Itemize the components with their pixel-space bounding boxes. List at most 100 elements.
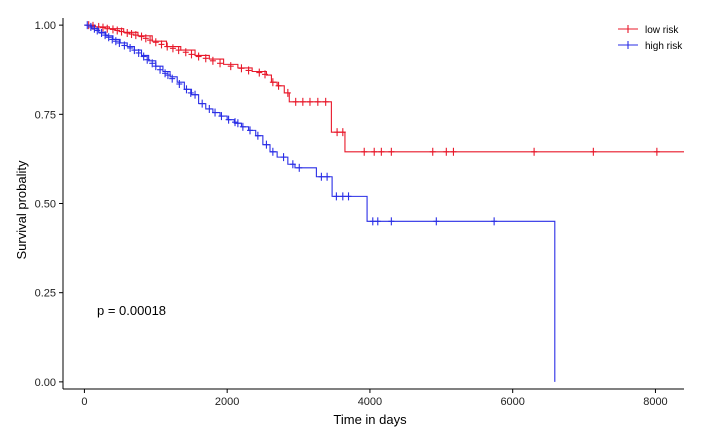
censor-mark-low-risk [361, 147, 368, 156]
censor-mark-low-risk [175, 46, 182, 55]
censor-mark-high-risk [157, 65, 164, 74]
y-tick-label: 0.25 [35, 288, 56, 300]
series-layer [84, 21, 684, 382]
censor-mark-high-risk [144, 55, 151, 64]
censor-mark-high-risk [131, 46, 138, 55]
y-tick-label: 0.50 [35, 199, 56, 211]
censor-mark-low-risk [262, 70, 269, 79]
x-tick-label: 2000 [215, 396, 239, 408]
censor-mark-low-risk [99, 23, 106, 32]
series-line-low-risk [84, 24, 684, 153]
censor-mark-high-risk [324, 172, 331, 181]
censor-mark-low-risk [269, 78, 276, 87]
censor-mark-high-risk [212, 108, 219, 117]
censor-mark-high-risk [234, 119, 241, 128]
censor-mark-low-risk [653, 147, 660, 156]
censor-mark-low-risk [306, 97, 313, 106]
censor-mark-high-risk [140, 52, 147, 61]
censor-mark-high-risk [206, 104, 213, 113]
censor-mark-high-risk [199, 99, 206, 108]
y-tick-label: 0.00 [35, 377, 56, 389]
censor-mark-high-risk [176, 79, 183, 88]
censor-mark-low-risk [322, 97, 329, 106]
x-tick-label: 0 [81, 396, 87, 408]
censor-mark-low-risk [531, 147, 538, 156]
x-tick-label: 4000 [358, 396, 382, 408]
x-tick-label: 8000 [643, 396, 667, 408]
censor-mark-low-risk [245, 66, 252, 75]
censor-mark-high-risk [345, 192, 352, 201]
censor-mark-low-risk [334, 128, 341, 137]
censor-mark-high-risk [164, 71, 171, 80]
censor-mark-low-risk [147, 36, 154, 45]
series-line-high-risk [84, 24, 556, 382]
censor-mark-low-risk [164, 42, 171, 51]
censor-mark-high-risk [121, 41, 128, 50]
censor-mark-high-risk [127, 43, 134, 52]
censor-mark-high-risk [239, 122, 246, 131]
censor-mark-high-risk [162, 69, 169, 78]
censor-mark-high-risk [112, 37, 119, 46]
censor-mark-high-risk [225, 115, 232, 124]
censor-mark-high-risk [105, 33, 112, 42]
y-tick-label: 1.00 [35, 20, 56, 32]
legend-item-low-risk: low risk [618, 25, 679, 36]
censor-mark-high-risk [94, 26, 101, 35]
censor-mark-high-risk [280, 153, 287, 162]
legend: low risk high risk [618, 25, 683, 52]
censor-mark-high-risk [91, 24, 98, 33]
censor-mark-high-risk [254, 131, 261, 140]
censor-mark-low-risk [238, 64, 245, 73]
censor-mark-low-risk [138, 32, 145, 41]
censor-mark-high-risk [192, 90, 199, 99]
censor-mark-high-risk [135, 48, 142, 57]
censor-mark-high-risk [388, 217, 395, 226]
censor-mark-high-risk [491, 217, 498, 226]
censor-mark-low-risk [227, 62, 234, 71]
censor-mark-low-risk [429, 147, 436, 156]
censor-mark-high-risk [232, 118, 239, 127]
censor-mark-high-risk [339, 192, 346, 201]
censor-mark-high-risk [87, 22, 94, 31]
censor-mark-high-risk [109, 35, 116, 44]
censor-mark-low-risk [202, 54, 209, 63]
censor-mark-low-risk [378, 147, 385, 156]
censor-mark-low-risk [152, 38, 159, 47]
axes: 0.00 0.25 0.50 0.75 1.00 0 2000 4000 6000 8000 [35, 18, 684, 408]
censor-mark-low-risk [195, 52, 202, 61]
censor-mark-low-risk [443, 147, 450, 156]
censor-mark-high-risk [98, 28, 105, 37]
censor-mark-low-risk [284, 88, 291, 97]
censor-mark-high-risk [84, 21, 91, 30]
censor-mark-low-risk [169, 44, 176, 53]
censor-mark-low-risk [256, 68, 263, 77]
censor-mark-low-risk [128, 30, 135, 39]
censor-mark-low-risk [388, 147, 395, 156]
censor-mark-low-risk [314, 97, 321, 106]
censor-mark-high-risk [149, 59, 156, 68]
censor-mark-low-risk [142, 34, 149, 43]
censor-mark-low-risk [339, 128, 346, 137]
legend-label: low risk [645, 25, 679, 36]
censor-mark-low-risk [590, 147, 597, 156]
censor-mark-high-risk [318, 172, 325, 181]
legend-label: high risk [645, 41, 683, 52]
censor-mark-low-risk [292, 97, 299, 106]
legend-item-high-risk: high risk [618, 41, 683, 52]
censor-mark-high-risk [247, 126, 254, 135]
censor-mark-high-risk [116, 38, 123, 47]
censor-mark-low-risk [132, 31, 139, 40]
x-axis-title: Time in days [333, 412, 407, 427]
censor-mark-high-risk [289, 160, 296, 169]
censor-mark-high-risk [433, 217, 440, 226]
y-tick-label: 0.75 [35, 109, 56, 121]
censor-mark-low-risk [275, 81, 282, 90]
censor-mark-high-risk [269, 147, 276, 156]
censor-mark-low-risk [118, 27, 125, 36]
censor-mark-low-risk [217, 59, 224, 68]
censor-mark-high-risk [296, 163, 303, 172]
censor-mark-high-risk [187, 88, 194, 97]
censor-mark-low-risk [299, 97, 306, 106]
